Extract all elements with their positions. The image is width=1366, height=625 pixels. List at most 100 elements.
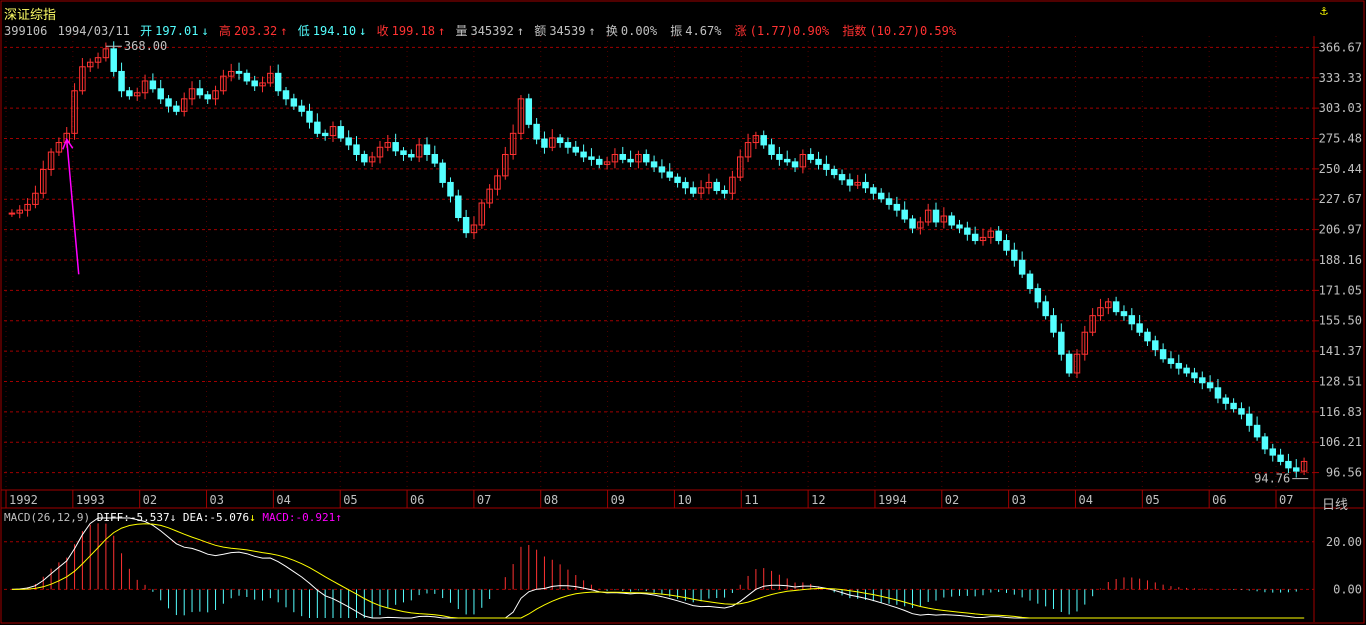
candle xyxy=(141,80,149,94)
candle xyxy=(1206,382,1214,389)
candle xyxy=(274,72,282,92)
candle xyxy=(1183,367,1190,374)
candle xyxy=(47,151,55,170)
index-title: 深证综指 xyxy=(4,8,57,23)
candle xyxy=(165,98,172,107)
candle xyxy=(572,146,580,153)
candle xyxy=(846,179,854,186)
pointer-arrow-head xyxy=(62,137,74,150)
candle xyxy=(705,181,713,189)
dea-value: DEA:-5.076↓ xyxy=(182,511,256,524)
candle xyxy=(1175,362,1183,369)
candle xyxy=(1073,353,1081,374)
period-label[interactable]: 日线 xyxy=(1322,498,1349,513)
candle xyxy=(329,126,337,137)
candle xyxy=(110,48,117,72)
candle xyxy=(1269,448,1276,456)
candle xyxy=(306,110,313,123)
candle xyxy=(1120,311,1128,317)
candle xyxy=(1152,340,1159,351)
candle xyxy=(791,161,799,168)
quote-date: 1994/03/11 xyxy=(57,24,130,38)
x-tick-label: 04 xyxy=(1078,493,1092,507)
candle xyxy=(854,181,861,186)
candle xyxy=(783,158,791,163)
y-tick-label: 227.67 xyxy=(1319,192,1362,206)
candle xyxy=(729,176,736,194)
x-tick-label: 03 xyxy=(210,493,224,507)
x-tick-label: 05 xyxy=(343,493,357,507)
macd-info-bar: MACD(26,12,9) DIFF:-5.537↓ DEA:-5.076↓ M… xyxy=(4,511,342,524)
candle xyxy=(815,158,822,165)
candle xyxy=(455,195,462,218)
candle xyxy=(517,98,525,134)
candle xyxy=(462,216,470,234)
x-tick-label: 02 xyxy=(143,493,157,507)
candle xyxy=(885,198,893,205)
candle xyxy=(713,181,720,192)
candle xyxy=(1112,301,1120,313)
candle xyxy=(1042,301,1049,317)
candle xyxy=(55,142,63,153)
candle xyxy=(376,146,384,158)
candle xyxy=(267,72,274,84)
candle xyxy=(478,202,486,226)
candle xyxy=(650,161,658,168)
candle xyxy=(1222,397,1230,404)
x-tick-label: 1992 xyxy=(9,493,38,507)
candle xyxy=(776,153,783,160)
candle xyxy=(1199,377,1206,384)
candle xyxy=(1230,402,1237,410)
pointer-arrow xyxy=(65,139,80,275)
x-tick-label: 09 xyxy=(611,493,625,507)
candle xyxy=(823,163,830,170)
candle xyxy=(102,48,110,59)
candle xyxy=(40,168,47,194)
candle xyxy=(173,105,180,112)
candle xyxy=(71,90,78,134)
candle xyxy=(180,98,188,112)
anchor-icon[interactable]: ⚓ xyxy=(1320,4,1328,19)
high-value: 高 203.32 ↑ xyxy=(218,24,288,38)
change-value: 涨 (1.77)0.90% xyxy=(734,24,830,38)
candle xyxy=(549,137,556,148)
candle xyxy=(909,218,916,229)
candle xyxy=(149,80,157,90)
candle xyxy=(408,153,415,158)
macd-params: MACD(26,12,9) xyxy=(4,511,91,524)
macd-tick-label: 20.00 xyxy=(1326,535,1362,549)
candle xyxy=(8,212,16,215)
candle xyxy=(251,80,258,87)
candle xyxy=(964,227,971,235)
macd-tick-label: 0.00 xyxy=(1333,582,1362,596)
candle xyxy=(838,174,846,181)
candle xyxy=(126,90,133,97)
candle xyxy=(736,156,744,178)
amount-value: 额 34539 ↑ xyxy=(534,24,596,38)
candle xyxy=(1136,323,1143,333)
y-tick-label: 366.67 xyxy=(1319,40,1362,54)
candle xyxy=(924,209,932,223)
candle xyxy=(1105,301,1112,309)
low-value: 低 194.10 ↓ xyxy=(297,24,367,38)
x-tick-label: 08 xyxy=(544,493,558,507)
candle xyxy=(502,153,509,177)
candle xyxy=(1081,331,1089,355)
candle xyxy=(1285,460,1292,469)
x-tick-label: 05 xyxy=(1145,493,1159,507)
candle xyxy=(157,88,164,100)
candle xyxy=(314,121,321,134)
diff-value: DIFF:-5.537↓ xyxy=(96,511,177,524)
candle xyxy=(86,61,94,68)
candle xyxy=(1261,436,1269,450)
candle xyxy=(235,70,243,74)
y-tick-label: 206.97 xyxy=(1319,223,1362,237)
candle xyxy=(1026,273,1034,290)
candle xyxy=(79,66,86,92)
candle xyxy=(627,158,634,163)
candle xyxy=(470,224,478,234)
candle xyxy=(118,70,125,92)
close-value: 收 199.18 ↑ xyxy=(376,24,446,38)
candle xyxy=(564,142,572,148)
